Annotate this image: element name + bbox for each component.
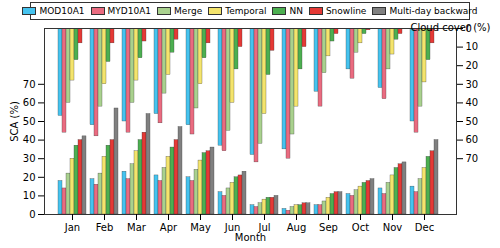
svg-text:Sep: Sep [319, 222, 338, 233]
svg-text:Aug: Aug [287, 222, 307, 233]
html-text:Temporal: Temporal [225, 6, 267, 16]
svg-text:30: 30 [466, 79, 479, 90]
svg-text:Oct: Oct [352, 222, 369, 233]
svg-text:Cloud cover (%): Cloud cover (%) [410, 22, 490, 33]
svg-text:30: 30 [23, 153, 36, 164]
svg-text:Jan: Jan [64, 222, 80, 233]
html-text:Merge: Merge [174, 6, 203, 16]
svg-text:Feb: Feb [96, 222, 114, 233]
svg-text:Apr: Apr [160, 222, 178, 233]
html-text:MYD10A1: MYD10A1 [107, 6, 152, 16]
html-text:NN: NN [289, 6, 303, 16]
svg-text:40: 40 [23, 134, 36, 145]
svg-text:70: 70 [23, 79, 36, 90]
svg-text:20: 20 [466, 60, 479, 71]
svg-text:Dec: Dec [415, 222, 434, 233]
svg-text:0: 0 [29, 209, 35, 220]
html-text:Multi-day backward: Multi-day backward [389, 6, 478, 16]
svg-text:Month: Month [235, 232, 266, 243]
svg-text:10: 10 [23, 190, 36, 201]
svg-text:20: 20 [23, 172, 36, 183]
svg-text:Mar: Mar [127, 222, 147, 233]
html-text:MOD10A1: MOD10A1 [39, 6, 85, 16]
svg-text:Jul: Jul [258, 221, 271, 233]
svg-text:SCA (%): SCA (%) [9, 101, 20, 142]
svg-text:60: 60 [23, 97, 36, 108]
svg-text:Nov: Nov [383, 222, 403, 233]
html-text:Snowline: Snowline [325, 6, 367, 16]
svg-text:Jun: Jun [224, 221, 241, 233]
svg-text:70: 70 [466, 153, 479, 164]
svg-text:50: 50 [466, 116, 479, 127]
svg-text:50: 50 [23, 116, 36, 127]
svg-text:10: 10 [466, 41, 479, 52]
svg-text:60: 60 [466, 134, 479, 145]
svg-text:May: May [190, 222, 211, 233]
svg-text:40: 40 [466, 97, 479, 108]
